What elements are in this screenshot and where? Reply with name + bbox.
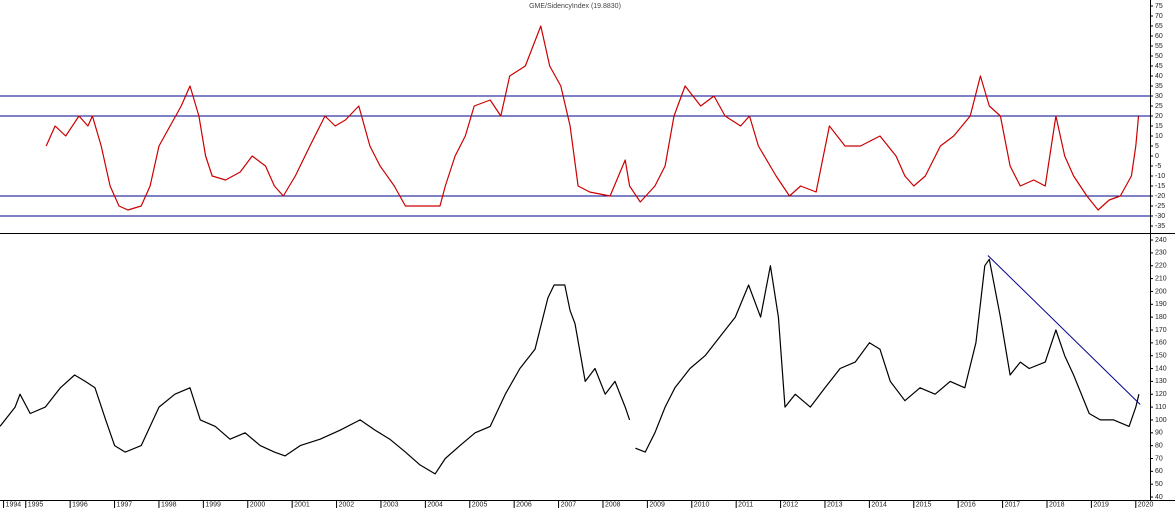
y-tick-label: 220 [1155, 263, 1167, 270]
trend-line [987, 255, 1141, 405]
x-tick-label: 2006 [516, 501, 532, 508]
x-tick-label: 2004 [427, 501, 443, 508]
y-tick-label: -25 [1155, 203, 1165, 210]
x-tick-label: 2011 [738, 501, 753, 508]
chart-title: GME/SidencyIndex (19.8830) [529, 3, 621, 10]
x-tick-label: 2014 [871, 501, 887, 508]
x-tick-label: 2013 [827, 501, 843, 508]
x-tick-label: 2012 [783, 501, 799, 508]
x-tick-label: 2020 [1138, 501, 1154, 508]
x-tick-label: 1996 [72, 501, 88, 508]
y-tick-label: 50 [1155, 53, 1163, 60]
y-tick-label: 25 [1155, 103, 1163, 110]
y-tick-label: 230 [1155, 250, 1167, 257]
y-tick-label: 60 [1155, 33, 1163, 40]
y-tick-label: 30 [1155, 93, 1163, 100]
x-tick-label: 2018 [1049, 501, 1065, 508]
x-tick-label: 2019 [1093, 501, 1109, 508]
y-tick-label: -30 [1155, 213, 1165, 220]
y-tick-label: 10 [1155, 133, 1163, 140]
x-tick-label: 2009 [649, 501, 665, 508]
y-tick-label: 160 [1155, 340, 1167, 347]
y-tick-label: 20 [1155, 113, 1163, 120]
x-tick-label: 2008 [605, 501, 621, 508]
y-tick-label: 190 [1155, 301, 1167, 308]
y-tick-label: 130 [1155, 378, 1167, 385]
y-tick-label: -10 [1155, 173, 1165, 180]
x-tick-label: 2003 [383, 501, 399, 508]
y-tick-label: 40 [1155, 494, 1163, 501]
y-tick-label: 15 [1155, 123, 1163, 130]
x-tick-label: 1994 [6, 501, 22, 508]
x-tick-label: 1995 [28, 501, 44, 508]
x-tick-label: 2017 [1005, 501, 1021, 508]
x-tick-label: 2007 [561, 501, 577, 508]
x-tick-label: 1999 [205, 501, 221, 508]
y-tick-label: 60 [1155, 468, 1163, 475]
y-tick-label: -35 [1155, 223, 1165, 230]
y-tick-label: 80 [1155, 442, 1163, 449]
y-tick-label: 210 [1155, 275, 1167, 282]
y-tick-label: 90 [1155, 430, 1163, 437]
series-line [45, 25, 1140, 211]
x-tick-label: 2016 [960, 501, 976, 508]
x-tick-label: 1998 [161, 501, 177, 508]
x-tick-label: 2015 [916, 501, 932, 508]
y-tick-label: 75 [1155, 3, 1163, 10]
y-tick-label: 45 [1155, 63, 1163, 70]
y-tick-label: 150 [1155, 353, 1167, 360]
y-tick-label: 140 [1155, 365, 1167, 372]
y-tick-label: 120 [1155, 391, 1167, 398]
y-tick-label: 5 [1155, 143, 1159, 150]
x-tick-label: 2005 [472, 501, 488, 508]
y-tick-label: 0 [1155, 153, 1159, 160]
x-tick-label: 2002 [339, 501, 355, 508]
y-tick-label: -20 [1155, 193, 1165, 200]
y-tick-label: 50 [1155, 481, 1163, 488]
y-tick-label: 200 [1155, 288, 1167, 295]
y-tick-label: 240 [1155, 237, 1167, 244]
y-tick-label: 170 [1155, 327, 1167, 334]
x-tick-label: 2000 [250, 501, 266, 508]
y-tick-label: -5 [1155, 163, 1161, 170]
y-tick-label: 65 [1155, 23, 1163, 30]
x-tick-label: 1997 [117, 501, 133, 508]
series-line [0, 258, 1140, 475]
y-tick-label: 70 [1155, 13, 1163, 20]
x-tick-label: 2010 [694, 501, 710, 508]
y-tick-label: -15 [1155, 183, 1165, 190]
y-tick-label: 180 [1155, 314, 1167, 321]
y-tick-label: 100 [1155, 417, 1167, 424]
y-tick-label: 110 [1155, 404, 1166, 411]
x-tick-label: 2001 [294, 501, 310, 508]
y-tick-label: 35 [1155, 83, 1163, 90]
y-tick-label: 40 [1155, 73, 1163, 80]
y-tick-label: 55 [1155, 43, 1163, 50]
y-tick-label: 70 [1155, 455, 1163, 462]
